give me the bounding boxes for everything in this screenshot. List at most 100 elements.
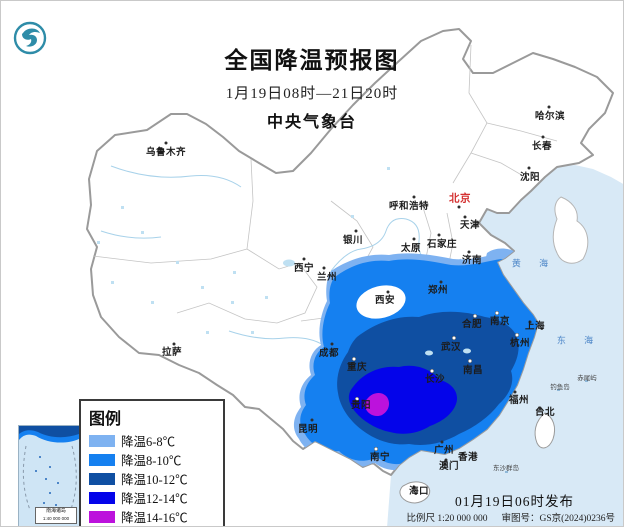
city-label: 贵阳 (350, 401, 372, 411)
header: 全国降温预报图 1月19日08时—21日20时 中央气象台 (225, 41, 400, 132)
agency-name: 中央气象台 (266, 114, 357, 131)
inset-scale: 1:40 000 000 (42, 516, 70, 522)
sea-label: 黄 海 (511, 258, 557, 269)
lake-dongting (425, 350, 433, 356)
city-label: 济南 (461, 256, 483, 266)
city-dot (541, 135, 545, 139)
region-drop-14-16 (364, 392, 390, 417)
legend-label: 降温8-10℃ (121, 454, 182, 468)
taiwan-island (534, 412, 556, 449)
city-dot (461, 452, 465, 456)
legend-item: 降温6-8℃ (89, 431, 215, 450)
city-label: 银川 (342, 236, 364, 246)
city-label: 长沙 (424, 375, 446, 385)
city-dot (463, 215, 467, 219)
legend-swatch (89, 472, 115, 485)
city-label: 南昌 (462, 366, 484, 376)
city-label: 拉萨 (161, 348, 183, 358)
legend-title: 图例 (89, 411, 122, 428)
legend-label: 降温6-8℃ (121, 435, 176, 449)
city-label: 乌鲁木齐 (145, 148, 187, 158)
legend-item: 降温12-14℃ (89, 488, 215, 507)
legend-swatch (89, 491, 115, 504)
issue-time: 01月19日06时发布 (455, 494, 574, 509)
map-approval: 审图号：GS京(2024)0236号 (501, 514, 615, 524)
city-dot (322, 266, 326, 270)
city-label: 南宁 (369, 453, 391, 463)
city-label: 北京 (449, 193, 471, 205)
city-dot (513, 390, 517, 394)
city-dot (468, 359, 472, 363)
city-dot (440, 440, 444, 444)
city-dot (452, 336, 456, 340)
city-label: 石家庄 (426, 240, 458, 250)
city-label: 西安 (374, 296, 396, 306)
legend-item: 降温8-10℃ (89, 450, 215, 469)
city-dot (515, 333, 519, 337)
city-dot (444, 458, 448, 462)
city-dot (412, 485, 416, 489)
city-dot (386, 290, 390, 294)
city-dot (430, 369, 434, 373)
city-label: 西宁 (293, 264, 315, 274)
lakes (97, 167, 390, 334)
city-label: 福州 (508, 396, 530, 406)
city-label: 香港 (457, 453, 479, 463)
city-label: 台北 (534, 408, 556, 418)
legend-swatch (89, 510, 115, 523)
city-label: 沈阳 (519, 173, 541, 183)
inset-label-box: 南海诸岛 1:40 000 000 (35, 507, 77, 524)
city-dot (528, 320, 532, 324)
page-title: 全国降温预报图 (224, 47, 400, 73)
city-label: 哈尔滨 (534, 112, 566, 122)
city-dot (457, 205, 461, 209)
city-dot (310, 418, 314, 422)
hainan-island (399, 481, 431, 504)
city-label: 南京 (489, 317, 511, 327)
legend-item: 降温10-12℃ (89, 469, 215, 488)
city-dot (467, 250, 471, 254)
city-label: 重庆 (346, 363, 368, 373)
legend-box: 图例 降温6-8℃ 降温8-10℃ 降温10-12℃ 降温12-14℃ 降温14-16℃ (79, 399, 225, 526)
city-label: 呼和浩特 (388, 202, 430, 212)
city-dot (374, 447, 378, 451)
legend-label: 降温12-14℃ (121, 492, 188, 506)
city-dot (354, 229, 358, 233)
city-dot (352, 357, 356, 361)
city-dot (437, 233, 441, 237)
city-dot (355, 397, 359, 401)
city-dot (547, 105, 551, 109)
map-meta: 比例尺 1:20 000 000 审图号：GS京(2024)0236号 (407, 510, 616, 524)
small-islands (505, 380, 588, 473)
legend-label: 降温14-16℃ (121, 511, 188, 525)
south-china-sea-inset: 南海诸岛 1:40 000 000 (18, 425, 80, 526)
city-label: 昆明 (297, 425, 319, 435)
city-dot (330, 342, 334, 346)
cma-logo-icon (13, 21, 47, 55)
city-label: 天津 (459, 221, 481, 231)
city-label: 兰州 (316, 273, 338, 283)
city-label: 上海 (524, 322, 546, 332)
city-label: 海口 (408, 487, 430, 497)
forecast-period: 1月19日08时—21日20时 (225, 86, 399, 102)
white-pocket-xian (356, 285, 406, 319)
city-label: 合肥 (461, 320, 483, 330)
island-label: 东沙群岛 (493, 465, 519, 472)
region-drop-12-14 (348, 365, 458, 434)
legend-swatch (89, 434, 115, 447)
city-dot (302, 257, 306, 261)
city-dot (164, 141, 168, 145)
sea-label: 东 海 (556, 335, 602, 346)
city-label: 长春 (531, 142, 553, 152)
city-label: 太原 (400, 244, 422, 254)
city-label: 广州 (433, 446, 455, 456)
city-dot (412, 237, 416, 241)
lake-poyang (463, 348, 471, 354)
legend-label: 降温10-12℃ (121, 473, 188, 487)
island-label: 赤尾屿 (577, 375, 597, 382)
city-dot (439, 280, 443, 284)
city-dot (172, 342, 176, 346)
korea-peninsula (552, 196, 589, 264)
